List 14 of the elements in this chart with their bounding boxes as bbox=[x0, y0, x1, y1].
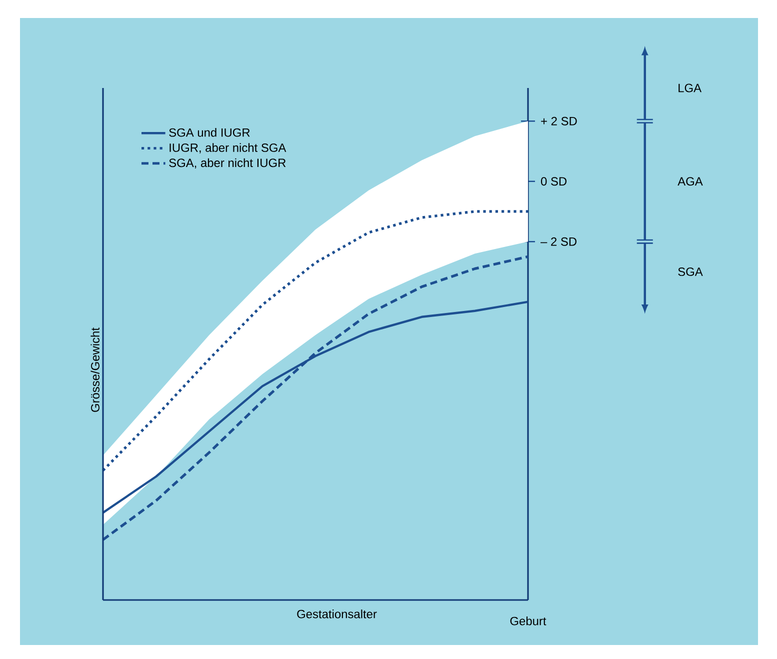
legend-label: IUGR, aber nicht SGA bbox=[170, 143, 286, 154]
text: LGA bbox=[678, 84, 702, 92]
x-tick-label: Geburt bbox=[510, 616, 546, 626]
y-axis-title: Grösse/Gewicht bbox=[90, 328, 100, 412]
legend-label: SGA, aber nicht IUGR bbox=[169, 158, 286, 168]
y-tick-label: 0 SD bbox=[540, 177, 567, 186]
y-tick-label: + 2 SD bbox=[541, 116, 577, 126]
x-axis-title: Gestationsalter bbox=[297, 610, 377, 618]
line-series bbox=[102, 210, 530, 472]
legend-label: SGA und IUGR bbox=[169, 128, 250, 137]
y-tick-label: – 2 SD bbox=[540, 237, 576, 246]
text: SGA bbox=[678, 267, 703, 276]
line-series bbox=[102, 255, 530, 542]
text: AGA bbox=[678, 177, 703, 186]
